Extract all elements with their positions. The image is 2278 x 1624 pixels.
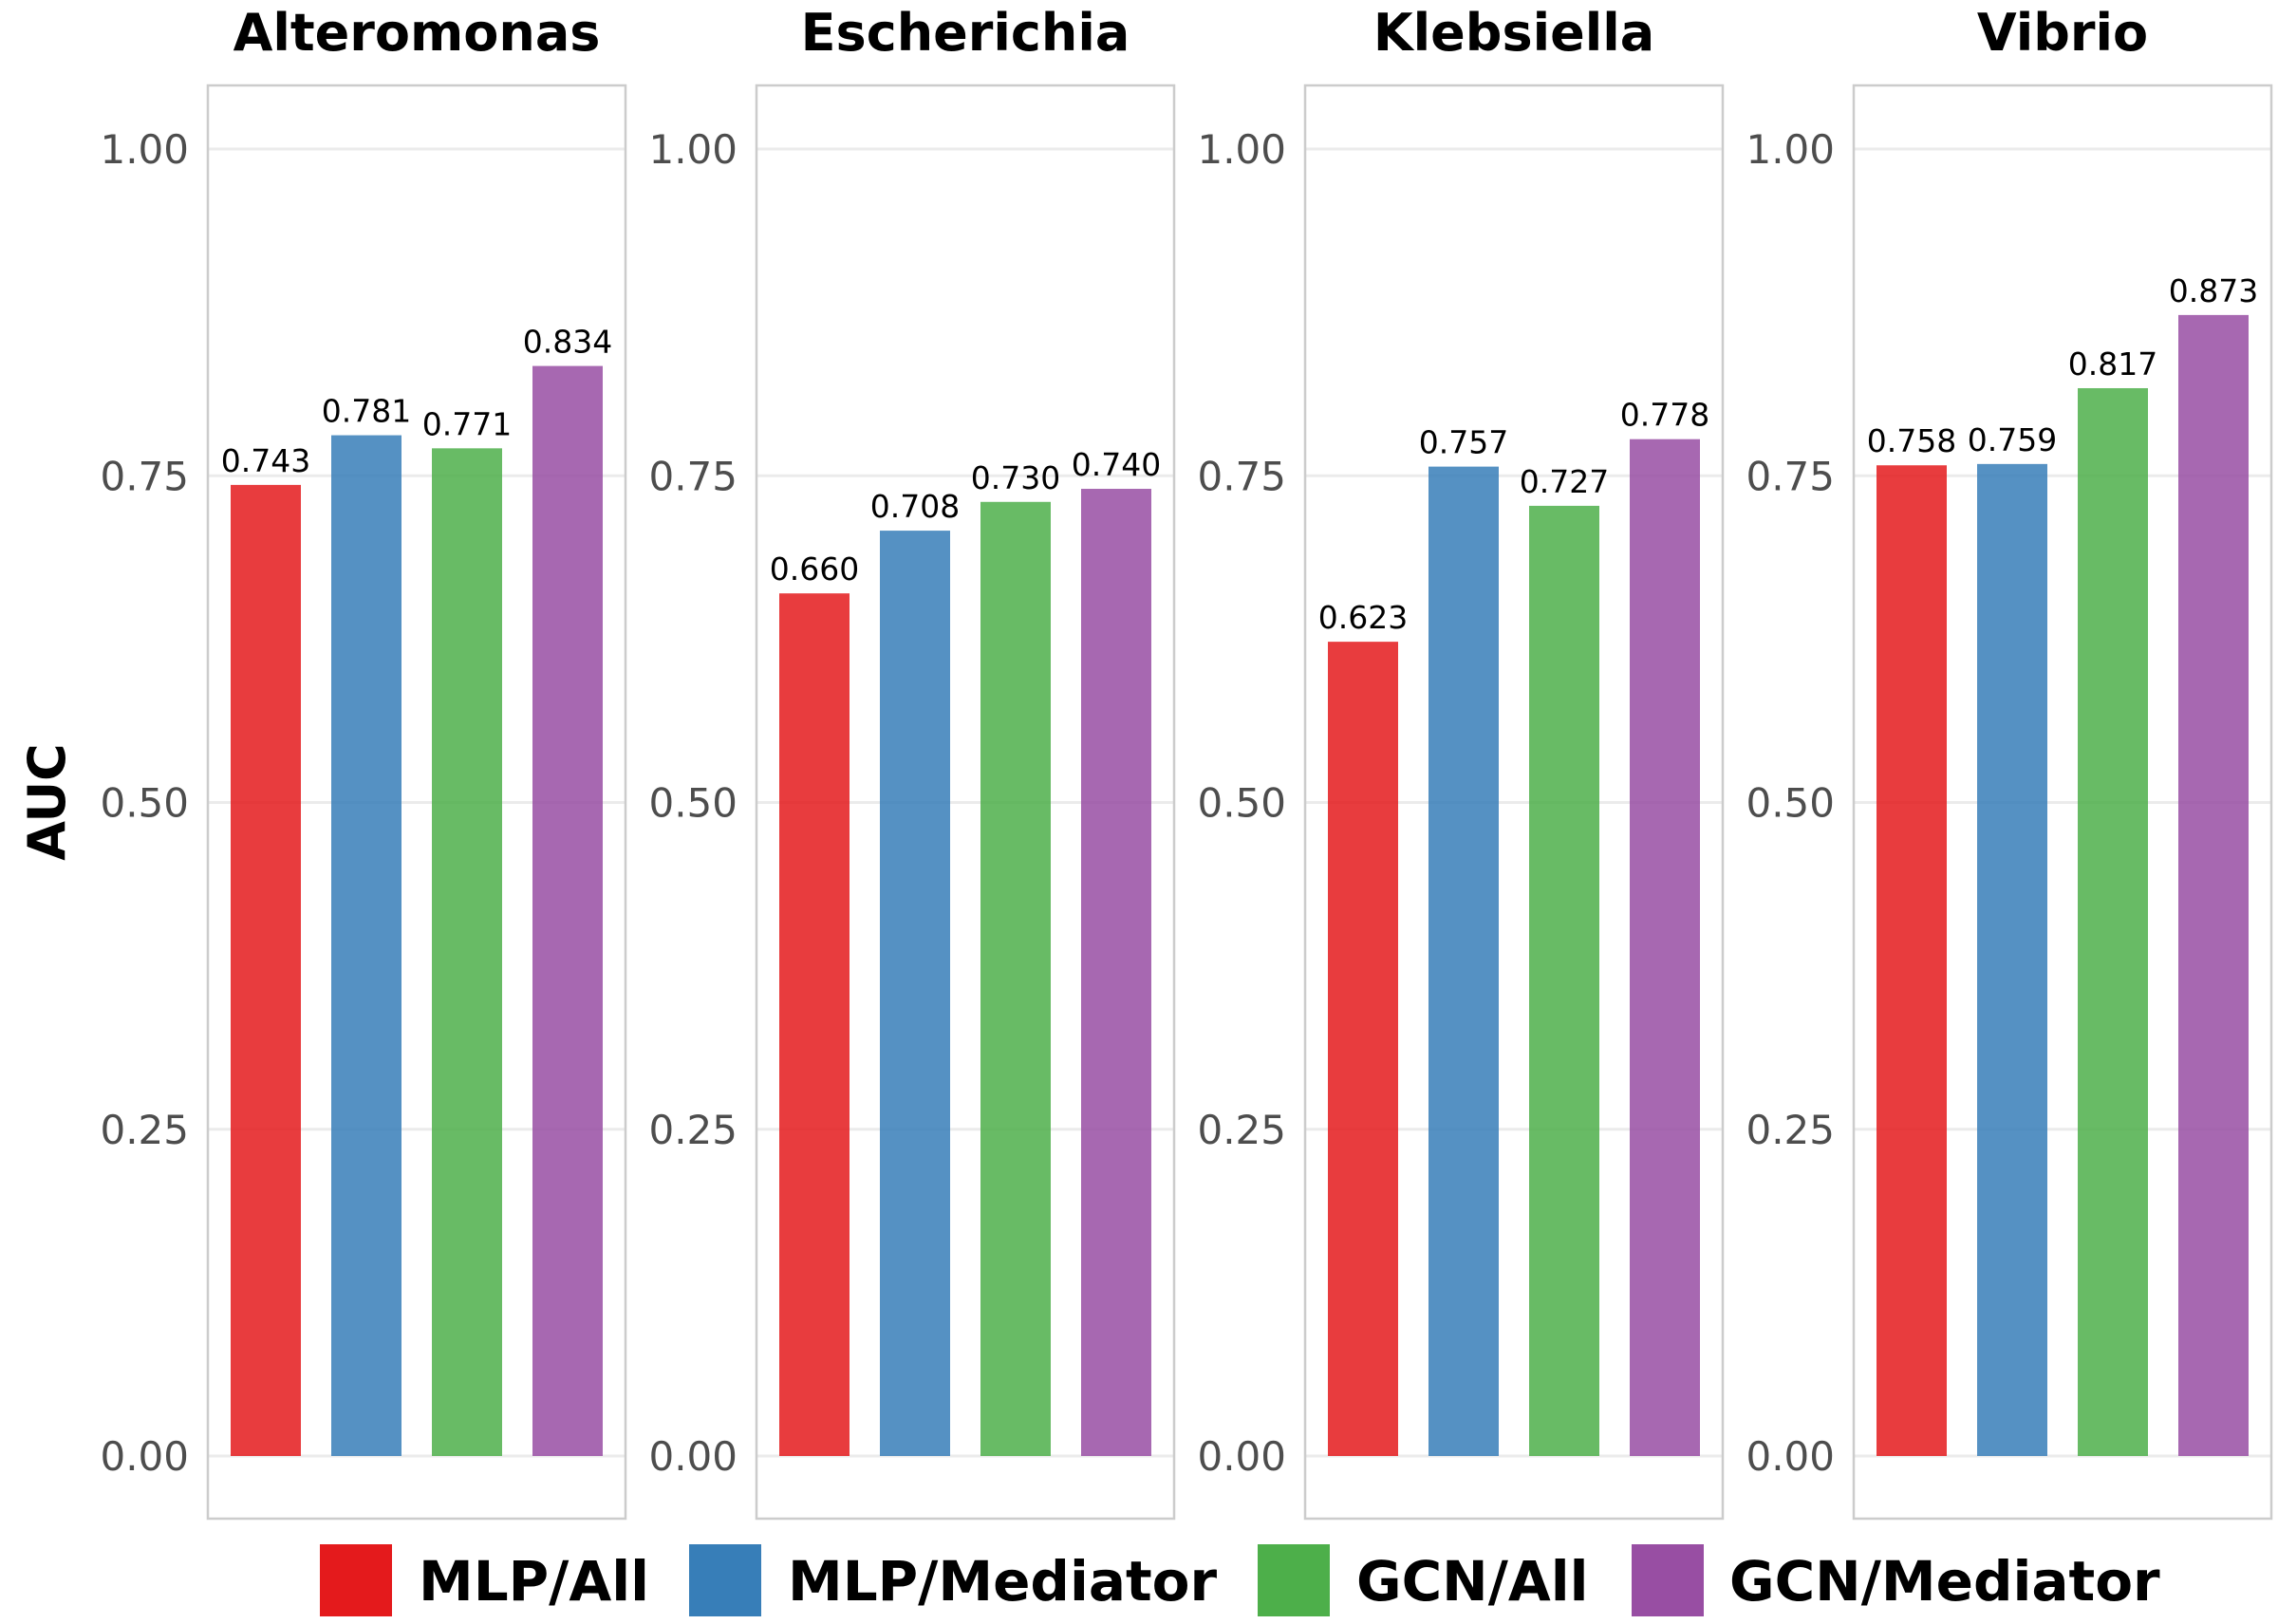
y-tick-label: 0.50 [100, 780, 189, 827]
data-label: 0.730 [971, 459, 1060, 496]
facets: Alteromonas 0.00 0.25 0.50 0.75 1.00 0.743 0.78… [100, 3, 2273, 1521]
panel-border [206, 84, 627, 1521]
bar-gcn-all [980, 501, 1051, 1456]
data-label: 0.623 [1318, 599, 1408, 636]
bar-mlp-mediator [880, 531, 950, 1456]
bar-mlp-mediator [1428, 466, 1499, 1457]
facet-title: Escherichia [801, 3, 1130, 63]
bar-gcn-all [2078, 387, 2148, 1457]
bar-mlp-mediator [1977, 463, 2047, 1457]
y-tick-label: 0.50 [1746, 780, 1835, 827]
bar-mlp-all [231, 484, 301, 1456]
legend-key [689, 1544, 761, 1616]
bar-gcn-mediator [1081, 489, 1151, 1456]
legend-key [1258, 1544, 1330, 1616]
legend-label: GCN/Mediator [1729, 1549, 2160, 1614]
y-tick-label: 0.50 [648, 780, 738, 827]
legend-label: MLP/All [419, 1549, 649, 1614]
y-tick-label: 0.25 [1746, 1107, 1835, 1153]
facet-klebsiella: Klebsiella 0.00 0.25 0.50 0.75 1.00 0.623 0.757… [1197, 3, 1725, 1521]
bar-mlp-all [1877, 465, 1947, 1456]
facet-title: Klebsiella [1373, 3, 1654, 63]
bar-gcn-all [1529, 505, 1599, 1456]
data-label: 0.817 [2068, 345, 2157, 383]
panel-border [755, 84, 1176, 1521]
legend-item-gcn-all: GCN/All [1258, 1544, 1589, 1616]
panel-border [1852, 84, 2273, 1521]
facet-escherichia: Escherichia 0.00 0.25 0.50 0.75 1.00 0.660 0.70… [648, 3, 1176, 1521]
data-label: 0.757 [1419, 424, 1508, 461]
data-label: 0.778 [1620, 397, 1709, 434]
y-tick-label: 1.00 [1746, 126, 1835, 173]
legend-label: MLP/Mediator [788, 1549, 1218, 1614]
bar-mlp-mediator [331, 435, 401, 1456]
bar-gcn-mediator [532, 365, 603, 1456]
legend: MLP/All MLP/Mediator GCN/All GCN/Mediator [320, 1544, 2160, 1616]
legend-item-gcn-mediator: GCN/Mediator [1632, 1544, 2160, 1616]
y-tick-label: 0.00 [1746, 1433, 1835, 1480]
y-tick-label: 0.00 [100, 1433, 189, 1480]
bar-gcn-all [432, 448, 502, 1456]
bar-mlp-all [1328, 642, 1398, 1456]
facet-vibrio: Vibrio 0.00 0.25 0.50 0.75 1.00 0.758 0.759 0.81… [1746, 3, 2273, 1521]
y-axis-title-group: AUC [17, 743, 77, 861]
legend-item-mlp-mediator: MLP/Mediator [689, 1544, 1218, 1616]
legend-item-mlp-all: MLP/All [320, 1544, 649, 1616]
y-tick-label: 0.25 [648, 1107, 738, 1153]
y-axis-title: AUC [17, 743, 77, 861]
y-tick-label: 0.00 [648, 1433, 738, 1480]
data-label: 0.834 [523, 324, 612, 361]
y-tick-label: 1.00 [648, 126, 738, 173]
facet-title: Vibrio [1977, 3, 2148, 63]
y-tick-label: 1.00 [1197, 126, 1286, 173]
y-tick-label: 0.75 [1197, 453, 1286, 499]
data-label: 0.660 [770, 551, 859, 588]
y-tick-label: 0.75 [648, 453, 738, 499]
y-tick-label: 0.50 [1197, 780, 1286, 827]
data-label: 0.743 [221, 442, 310, 479]
panel-border [1303, 84, 1725, 1521]
y-tick-label: 0.00 [1197, 1433, 1286, 1480]
legend-key [320, 1544, 392, 1616]
data-label: 0.781 [322, 393, 411, 430]
data-label: 0.771 [422, 405, 512, 442]
legend-label: GCN/All [1356, 1549, 1589, 1614]
facet-alteromonas: Alteromonas 0.00 0.25 0.50 0.75 1.00 0.743 0.78… [100, 3, 627, 1521]
bar-gcn-mediator [1630, 439, 1700, 1457]
legend-key [1632, 1544, 1704, 1616]
y-tick-label: 0.25 [1197, 1107, 1286, 1153]
y-tick-label: 1.00 [100, 126, 189, 173]
bar-gcn-mediator [2178, 314, 2249, 1456]
y-tick-label: 0.75 [100, 453, 189, 499]
data-label: 0.873 [2169, 272, 2258, 309]
y-tick-label: 0.75 [1746, 453, 1835, 499]
data-label: 0.708 [870, 488, 960, 525]
data-label: 0.727 [1520, 463, 1609, 500]
data-label: 0.740 [1072, 446, 1161, 483]
bar-mlp-all [779, 593, 850, 1456]
y-tick-label: 0.25 [100, 1107, 189, 1153]
data-label: 0.758 [1867, 422, 1956, 459]
facet-title: Alteromonas [233, 3, 601, 63]
data-label: 0.759 [1968, 421, 2057, 458]
